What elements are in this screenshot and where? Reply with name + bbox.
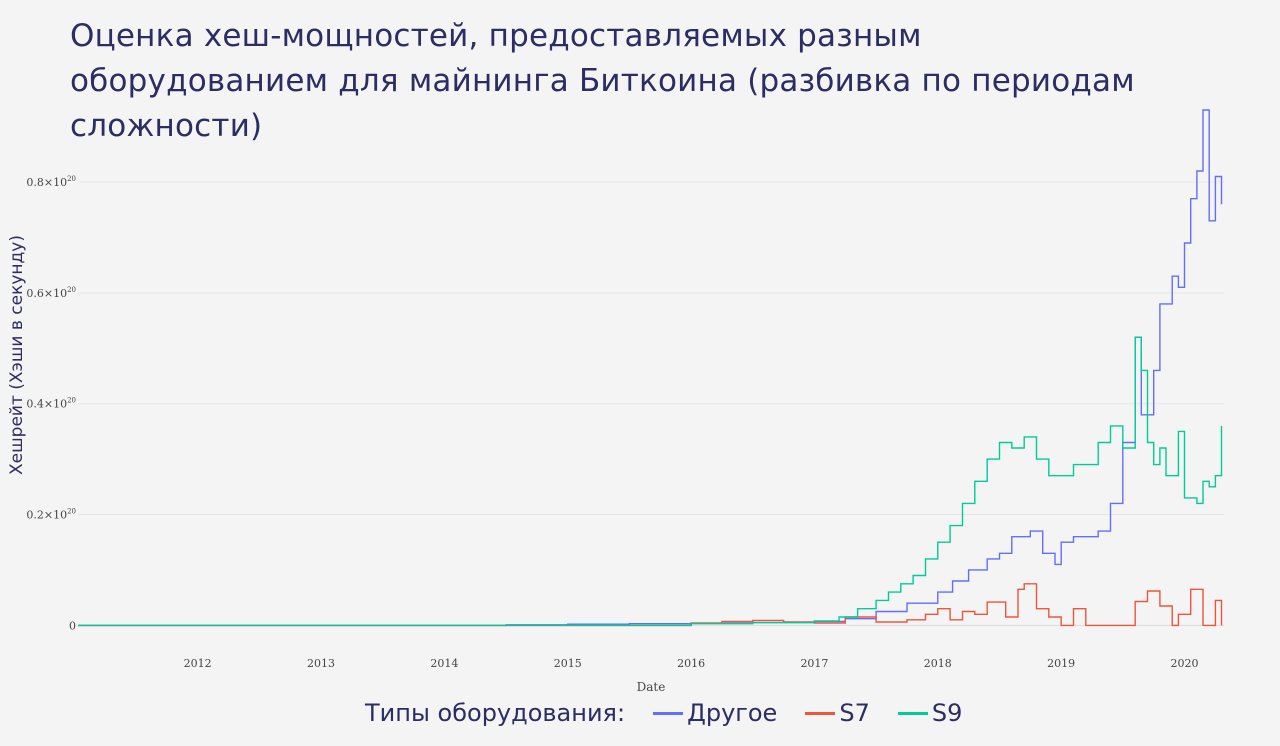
x-tick-label: 2016 [677,657,705,670]
x-tick-label: 2018 [924,657,952,670]
y-tick-label: 0.6×1020 [26,286,76,300]
axis-ticks: 0 0.2×1020 0.4×1020 0.6×1020 0.8×1020 2012 201… [26,175,1198,670]
y-gridlines [78,181,1224,626]
legend-swatch-s7 [805,711,836,715]
series-line-s7 [78,583,1223,627]
legend-title: Типы оборудования: [365,699,626,727]
legend-swatch-other [653,711,684,715]
x-tick-label: 2012 [184,657,212,670]
x-tick-label: 2019 [1047,657,1075,670]
legend-item-other[interactable]: Другое [653,699,777,727]
x-axis-title: Date [636,680,666,694]
legend-item-s7[interactable]: S7 [805,699,870,727]
x-tick-label: 2013 [307,657,335,670]
y-tick-label: 0.4×1020 [26,397,76,411]
x-tick-label: 2017 [800,657,828,670]
legend-label-s9: S9 [931,699,963,727]
x-tick-label: 2015 [554,657,582,670]
y-tick-label: 0.8×1020 [26,175,76,189]
y-tick-label: 0 [69,619,76,632]
chart-title: Оценка хеш-мощностей, предоставляемых ра… [70,18,1135,144]
series-line-s9 [78,336,1223,627]
series-lines [78,109,1223,627]
x-tick-label: 2020 [1171,657,1199,670]
legend-label-other: Другое [687,699,778,727]
y-axis-title: Хешрейт (Хэши в секунду) [7,234,27,476]
y-tick-label: 0.2×1020 [26,508,76,522]
legend-swatch-s9 [897,711,928,715]
x-tick-label: 2014 [430,657,458,670]
series-line-other [78,109,1223,627]
legend-item-s9[interactable]: S9 [897,699,963,727]
legend-label-s7: S7 [839,699,870,727]
legend: Типы оборудования: Другое S7 S9 [365,693,990,733]
